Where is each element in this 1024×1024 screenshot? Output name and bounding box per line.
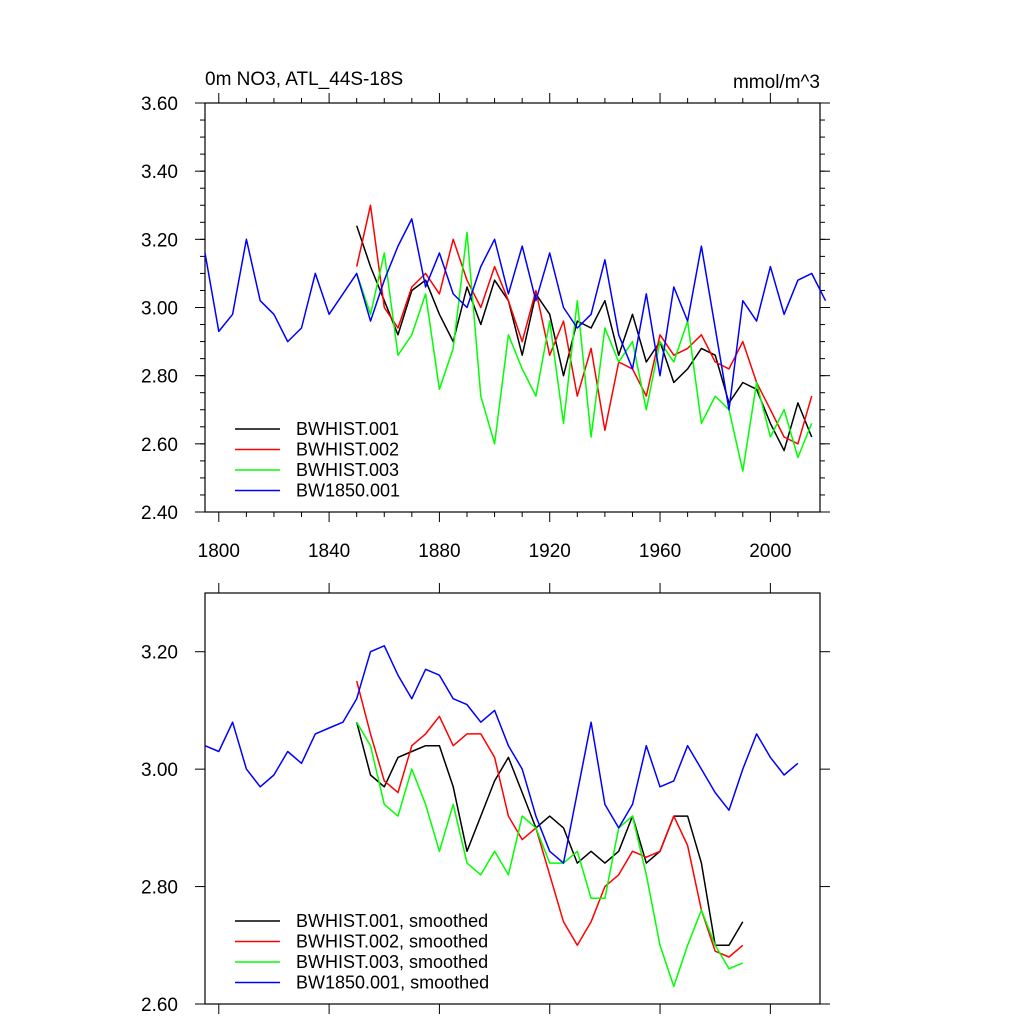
series-line-3 (356, 721, 744, 988)
x-tick-label: 1840 (308, 541, 350, 562)
y-tick-label: 3.20 (141, 230, 178, 251)
series-line-2 (355, 680, 744, 958)
y-tick-label: 3.60 (141, 94, 178, 115)
units-label: mmol/m^3 (733, 72, 820, 93)
x-tick-label: 1880 (418, 541, 460, 562)
legend-label: BW1850.001, smoothed (296, 973, 489, 993)
x-tick-label: 1800 (198, 541, 240, 562)
top-panel: 0m NO3, ATL_44S-18S mmol/m^3 1800 1840 188… (141, 69, 830, 562)
legend-label: BWHIST.003, smoothed (296, 952, 488, 972)
x-tick-label: 1960 (639, 541, 681, 562)
x-tick-label: 2000 (749, 541, 791, 562)
y-tick-label: 2.60 (141, 435, 178, 456)
series-line-4 (204, 645, 799, 864)
y-tick-label: 3.40 (141, 162, 178, 183)
series-line-3 (355, 231, 813, 472)
x-tick-label: 1920 (529, 541, 571, 562)
series-line-4 (204, 218, 827, 411)
y-tick-label: 2.60 (141, 995, 178, 1016)
legend-label: BWHIST.002, smoothed (296, 932, 488, 952)
y-tick-label: 3.00 (141, 299, 178, 320)
legend-label: BW1850.001 (296, 481, 400, 501)
y-tick-label: 2.80 (141, 367, 178, 388)
series-line-1 (355, 225, 813, 452)
legend-label: BWHIST.001, smoothed (296, 911, 488, 931)
y-tick-label: 2.40 (141, 503, 178, 524)
y-tick-label: 3.20 (141, 643, 178, 664)
legend-label: BWHIST.003 (296, 460, 399, 480)
y-tick-label: 3.00 (141, 760, 178, 781)
legend-label: BWHIST.001 (296, 419, 399, 439)
chart-title: 0m NO3, ATL_44S-18S (205, 69, 403, 90)
plot-frame (204, 592, 821, 1005)
legend-label: BWHIST.002 (296, 440, 399, 460)
series-line-1 (355, 722, 744, 947)
y-tick-label: 2.80 (141, 878, 178, 899)
